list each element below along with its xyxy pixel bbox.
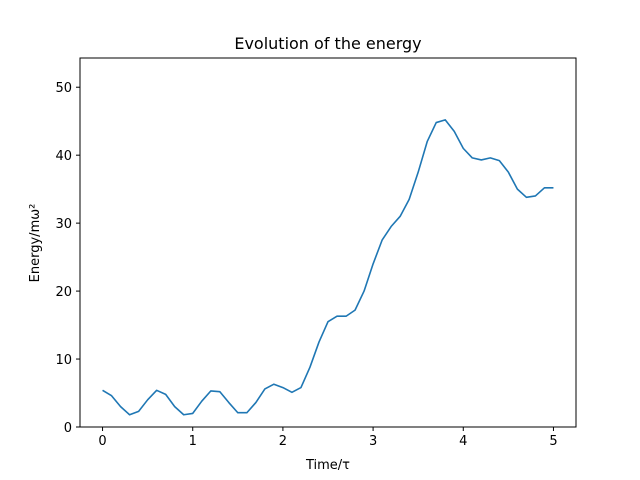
x-tick-label: 3 (369, 434, 377, 449)
y-tick-label: 20 (55, 285, 72, 300)
y-tick-label: 10 (55, 353, 72, 368)
y-tick-label: 40 (55, 149, 72, 164)
chart-title: Evolution of the energy (234, 34, 421, 53)
line-series (102, 119, 554, 416)
x-tick-label: 4 (459, 434, 467, 449)
y-tick-label: 30 (55, 217, 72, 232)
y-tick-label: 50 (55, 81, 72, 96)
y-axis-label: Energy/mω² (28, 204, 43, 283)
x-axis-label: Time/τ (305, 458, 350, 473)
x-tick-label: 0 (98, 434, 106, 449)
y-tick-label: 0 (64, 421, 72, 436)
x-tick-label: 5 (549, 434, 557, 449)
plot-frame (79, 57, 577, 428)
x-tick-label: 2 (279, 434, 287, 449)
x-tick-label: 1 (189, 434, 197, 449)
